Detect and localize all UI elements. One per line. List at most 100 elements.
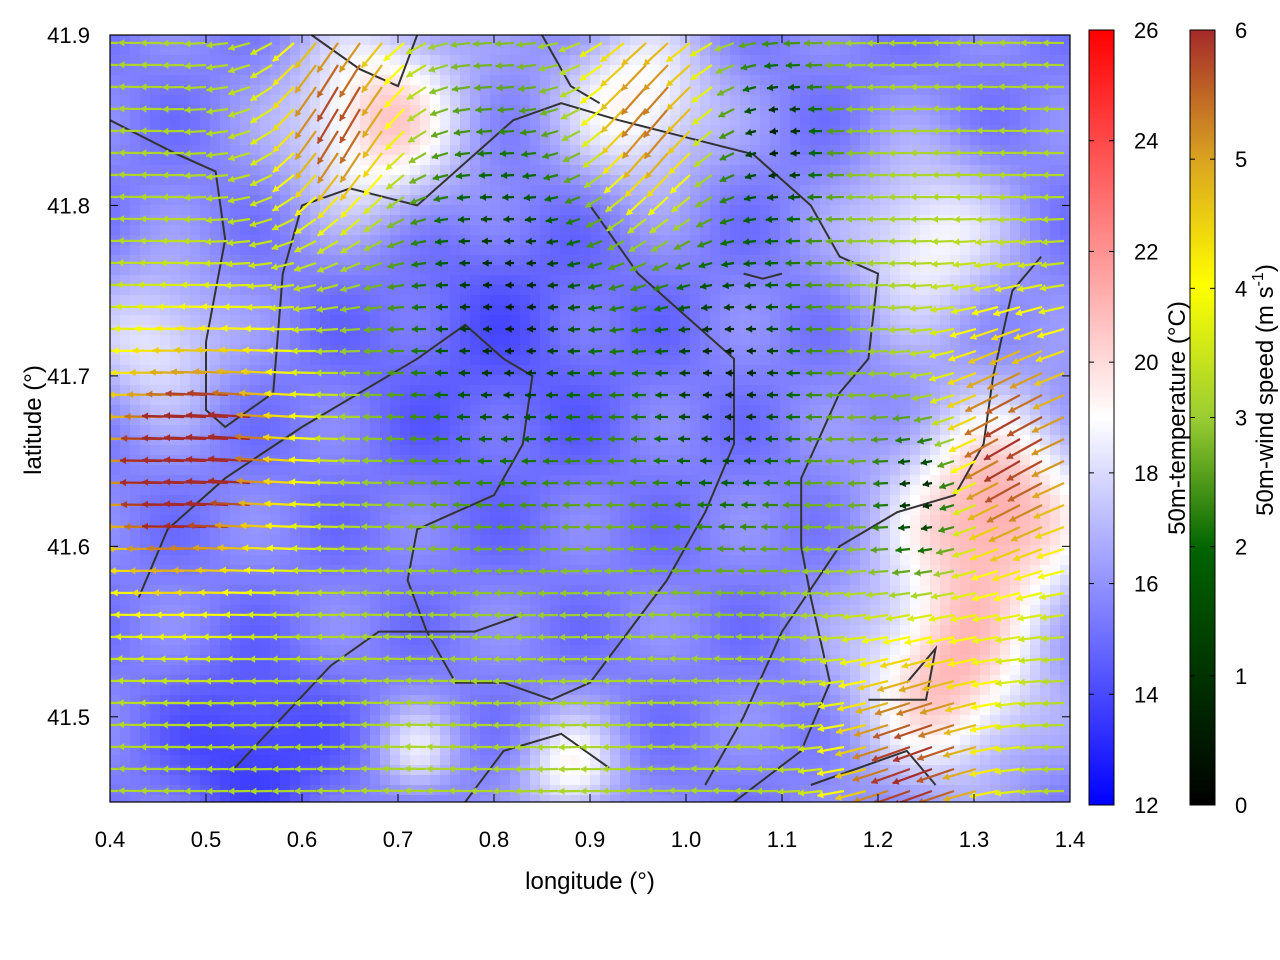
temperature-cell — [460, 85, 471, 96]
temperature-cell — [230, 305, 241, 316]
temperature-cell — [490, 335, 501, 346]
temperature-cell — [480, 595, 491, 606]
temperature-cell — [650, 715, 661, 726]
temperature-cell — [400, 195, 411, 206]
temperature-cell — [670, 685, 681, 696]
temperature-cell — [120, 425, 131, 436]
temperature-cell — [280, 335, 291, 346]
temperature-cell — [690, 75, 701, 86]
temperature-cell — [600, 65, 611, 76]
temperature-cell — [470, 575, 481, 586]
temperature-cell — [630, 185, 641, 196]
temperature-cell — [540, 55, 551, 66]
temperature-cell — [440, 375, 451, 386]
temperature-cell — [560, 145, 571, 156]
temperature-cell — [750, 225, 761, 236]
temperature-cell — [750, 205, 761, 216]
temperature-cell — [630, 295, 641, 306]
temperature-cell — [180, 555, 191, 566]
temperature-cell — [750, 295, 761, 306]
temperature-cell — [400, 445, 411, 456]
temperature-cell — [650, 725, 661, 736]
temperature-cell — [490, 65, 501, 76]
temperature-cell — [280, 585, 291, 596]
temperature-cell — [450, 415, 461, 426]
temperature-cell — [640, 755, 651, 766]
temperature-cell — [730, 525, 741, 536]
temperature-cell — [240, 265, 251, 276]
temperature-cell — [580, 405, 591, 416]
temperature-cell — [560, 415, 571, 426]
temperature-cell — [520, 395, 531, 406]
temperature-cell — [470, 645, 481, 656]
temperature-cell — [110, 75, 121, 86]
temperature-cell — [400, 105, 411, 116]
temperature-cell — [400, 425, 411, 436]
temperature-cell — [290, 655, 301, 666]
temperature-cell — [220, 685, 231, 696]
temperature-cell — [370, 315, 381, 326]
temperature-cell — [710, 345, 721, 356]
temperature-cell — [240, 605, 251, 616]
temperature-cell — [680, 165, 691, 176]
temperature-cell — [360, 295, 371, 306]
temperature-cell — [460, 545, 471, 556]
temperature-cell — [270, 295, 281, 306]
temperature-cell — [720, 405, 731, 416]
temperature-cell — [490, 315, 501, 326]
temperature-cell — [740, 305, 751, 316]
temperature-cell — [620, 285, 631, 296]
temperature-cell — [630, 685, 641, 696]
temperature-cell — [620, 765, 631, 776]
temperature-cell — [320, 195, 331, 206]
temperature-cell — [320, 135, 331, 146]
temperature-cell — [420, 255, 431, 266]
temperature-cell — [270, 605, 281, 616]
temperature-cell — [270, 335, 281, 346]
temperature-cell — [370, 375, 381, 386]
temperature-cell — [380, 115, 391, 126]
temperature-cell — [200, 505, 211, 516]
temperature-cell — [130, 135, 141, 146]
temperature-cell — [710, 385, 721, 396]
temperature-cell — [130, 615, 141, 626]
temperature-cell — [590, 775, 601, 786]
temperature-cell — [410, 775, 421, 786]
temperature-cell — [190, 95, 201, 106]
temperature-cell — [630, 515, 641, 526]
temperature-cell — [220, 415, 231, 426]
temperature-cell — [390, 715, 401, 726]
temperature-cell — [130, 555, 141, 566]
temperature-cell — [470, 545, 481, 556]
temperature-cell — [470, 705, 481, 716]
temperature-cell — [170, 75, 181, 86]
temperature-cell — [560, 515, 571, 526]
temperature-cell — [440, 315, 451, 326]
temperature-cell — [430, 695, 441, 706]
temperature-cell — [110, 545, 121, 556]
temperature-cell — [470, 345, 481, 356]
temperature-cell — [110, 55, 121, 66]
temperature-cell — [530, 425, 541, 436]
temperature-cell — [210, 705, 221, 716]
temperature-cell — [250, 605, 261, 616]
temperature-cell — [750, 655, 761, 666]
temperature-cell — [620, 445, 631, 456]
temperature-cell — [620, 615, 631, 626]
temperature-cell — [740, 245, 751, 256]
temperature-cell — [260, 665, 271, 676]
temperature-cell — [560, 645, 571, 656]
temperature-cell — [290, 445, 301, 456]
temperature-cell — [680, 45, 691, 56]
temperature-cell — [450, 695, 461, 706]
temperature-cell — [700, 555, 711, 566]
temperature-cell — [510, 645, 521, 656]
temperature-cell — [730, 665, 741, 676]
temperature-cell — [190, 325, 201, 336]
temperature-cell — [360, 135, 371, 146]
temperature-cell — [440, 665, 451, 676]
temperature-cell — [620, 135, 631, 146]
temperature-cell — [110, 315, 121, 326]
temperature-cell — [720, 685, 731, 696]
temperature-cell — [160, 635, 171, 646]
